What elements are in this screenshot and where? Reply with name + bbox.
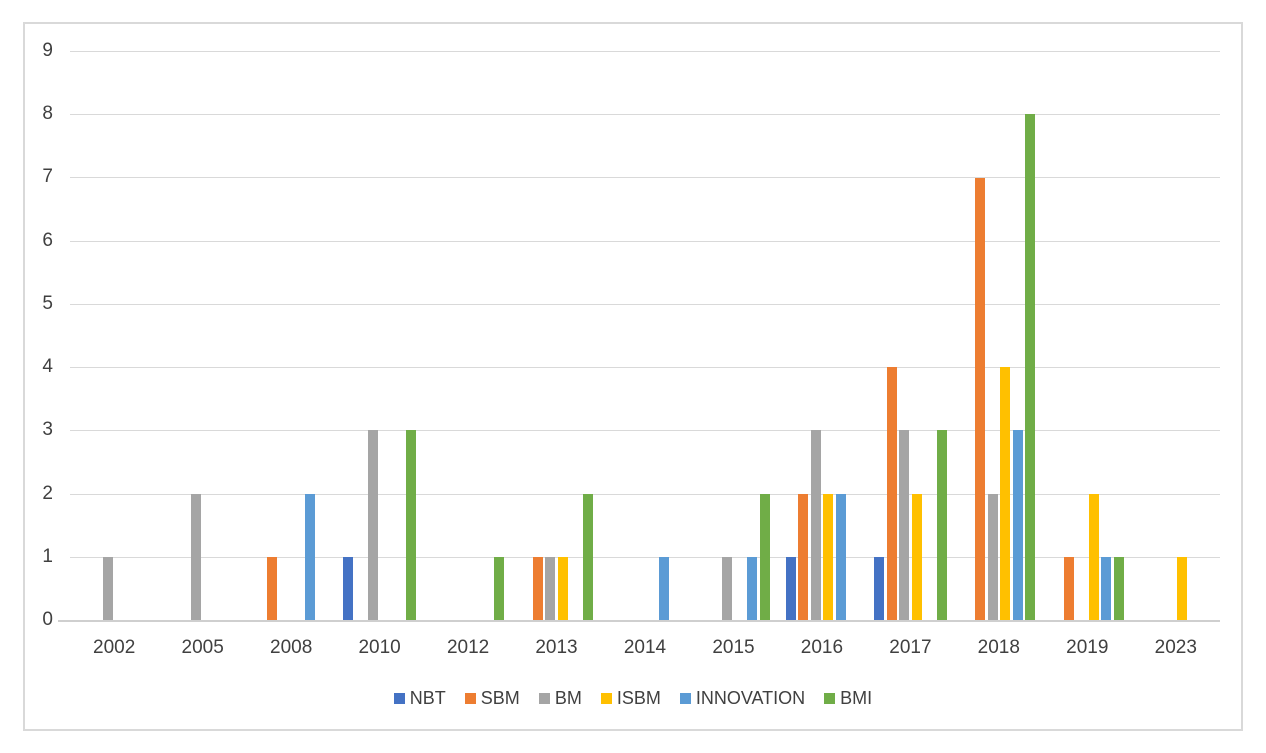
bar-isbm-2019 — [1088, 493, 1099, 620]
gridline-1 — [70, 557, 1220, 558]
bar-innovation-2015 — [747, 556, 758, 620]
gridline-5 — [70, 304, 1220, 305]
bar-isbm-2023 — [1177, 556, 1187, 620]
x-axis-label-2002: 2002 — [93, 637, 136, 658]
legend-swatch-isbm — [600, 692, 612, 704]
bar-bm-2010 — [368, 430, 379, 620]
x-axis-label-2010: 2010 — [358, 637, 401, 658]
gridline-3 — [70, 430, 1220, 431]
bar-isbm-2013 — [557, 556, 568, 620]
y-axis-tick-label-2: 2 — [42, 483, 53, 504]
bar-sbm-2019 — [1063, 556, 1074, 620]
bar-innovation-2008 — [304, 493, 315, 620]
bar-bmi-2015 — [759, 493, 770, 620]
gridline-2 — [70, 494, 1220, 495]
bar-sbm-2016 — [798, 493, 809, 620]
legend-label-bmi: BMI — [840, 688, 873, 708]
bar-bm-2017 — [899, 430, 910, 620]
bar-nbt-2017 — [874, 556, 885, 620]
bar-innovation-2018 — [1012, 430, 1023, 620]
bar-bm-2015 — [722, 556, 733, 620]
x-axis-label-2023: 2023 — [1154, 637, 1197, 658]
bar-bm-2018 — [987, 493, 998, 620]
bar-bmi-2019 — [1113, 556, 1124, 620]
legend-swatch-bmi — [824, 692, 836, 704]
y-axis-tick-label-1: 1 — [42, 546, 53, 567]
chart-frame: 0 1 2 3 4 5 6 7 8 9 2002 2005 2008 2010 2012 2013 2014 2… — [23, 22, 1243, 731]
legend-label-sbm: SBM — [480, 688, 520, 708]
bar-sbm-2008 — [267, 556, 278, 620]
bar-bmi-2010 — [405, 430, 416, 620]
y-axis-tick-label-9: 9 — [42, 40, 53, 61]
bar-bmi-2012 — [494, 556, 505, 620]
bar-bm-2016 — [810, 430, 821, 620]
bar-bm-2005 — [191, 493, 202, 620]
bar-isbm-2016 — [823, 493, 834, 620]
bar-sbm-2017 — [886, 367, 897, 620]
x-axis-label-2013: 2013 — [535, 637, 578, 658]
x-axis-label-2005: 2005 — [181, 637, 224, 658]
bar-innovation-2014 — [658, 556, 669, 620]
legend-item-bm: BM — [538, 687, 582, 709]
gridline-4 — [70, 367, 1220, 368]
legend-swatch-sbm — [464, 692, 476, 704]
x-axis-label-2019: 2019 — [1066, 637, 1109, 658]
legend-item-isbm: ISBM — [600, 687, 661, 709]
y-axis-tick-label-7: 7 — [42, 166, 53, 187]
x-axis-label-2017: 2017 — [889, 637, 932, 658]
gridline-9 — [70, 51, 1220, 52]
x-axis-line — [58, 620, 1220, 622]
y-axis-tick-label-0: 0 — [42, 609, 53, 630]
legend-swatch-innovation — [679, 692, 691, 704]
bar-isbm-2017 — [911, 493, 922, 620]
x-axis-label-2018: 2018 — [977, 637, 1020, 658]
y-axis-tick-label-3: 3 — [42, 419, 53, 440]
bar-sbm-2013 — [532, 556, 543, 620]
legend-label-bm: BM — [554, 688, 582, 708]
bar-innovation-2019 — [1101, 556, 1112, 620]
gridline-6 — [70, 241, 1220, 242]
legend-label-innovation: INNOVATION — [695, 688, 806, 708]
bar-nbt-2016 — [785, 556, 796, 620]
y-axis-tick-label-8: 8 — [42, 103, 53, 124]
legend-label-nbt: NBT — [409, 688, 446, 708]
legend-item-bmi: BMI — [824, 687, 872, 709]
gridline-7 — [70, 177, 1220, 178]
bar-sbm-2018 — [975, 177, 986, 620]
legend-item-innovation: INNOVATION — [679, 687, 806, 709]
legend-item-nbt: NBT — [393, 687, 446, 709]
gridline-8 — [70, 114, 1220, 115]
legend-label-isbm: ISBM — [616, 688, 661, 708]
y-axis-tick-label-5: 5 — [42, 293, 53, 314]
x-axis-label-2014: 2014 — [623, 637, 667, 658]
bar-nbt-2010 — [343, 556, 354, 620]
bar-bmi-2018 — [1025, 114, 1036, 620]
x-axis-label-2016: 2016 — [800, 637, 844, 658]
legend: NBT SBM BM ISBM INNOVATION BMI — [25, 685, 1241, 711]
legend-swatch-nbt — [393, 692, 405, 704]
bar-bm-2002 — [103, 556, 113, 620]
legend-swatch-bm — [538, 692, 550, 704]
bar-bm-2013 — [545, 556, 556, 620]
bar-bmi-2017 — [936, 430, 947, 620]
x-axis-label-2015: 2015 — [712, 637, 755, 658]
legend-item-sbm: SBM — [464, 687, 520, 709]
x-axis-label-2008: 2008 — [270, 637, 313, 658]
bar-innovation-2016 — [835, 493, 846, 620]
y-axis-tick-label-4: 4 — [42, 356, 53, 377]
y-axis-tick-label-6: 6 — [42, 230, 53, 251]
bar-bmi-2013 — [582, 493, 593, 620]
x-axis-label-2012: 2012 — [446, 637, 490, 658]
bar-isbm-2018 — [1000, 367, 1011, 620]
